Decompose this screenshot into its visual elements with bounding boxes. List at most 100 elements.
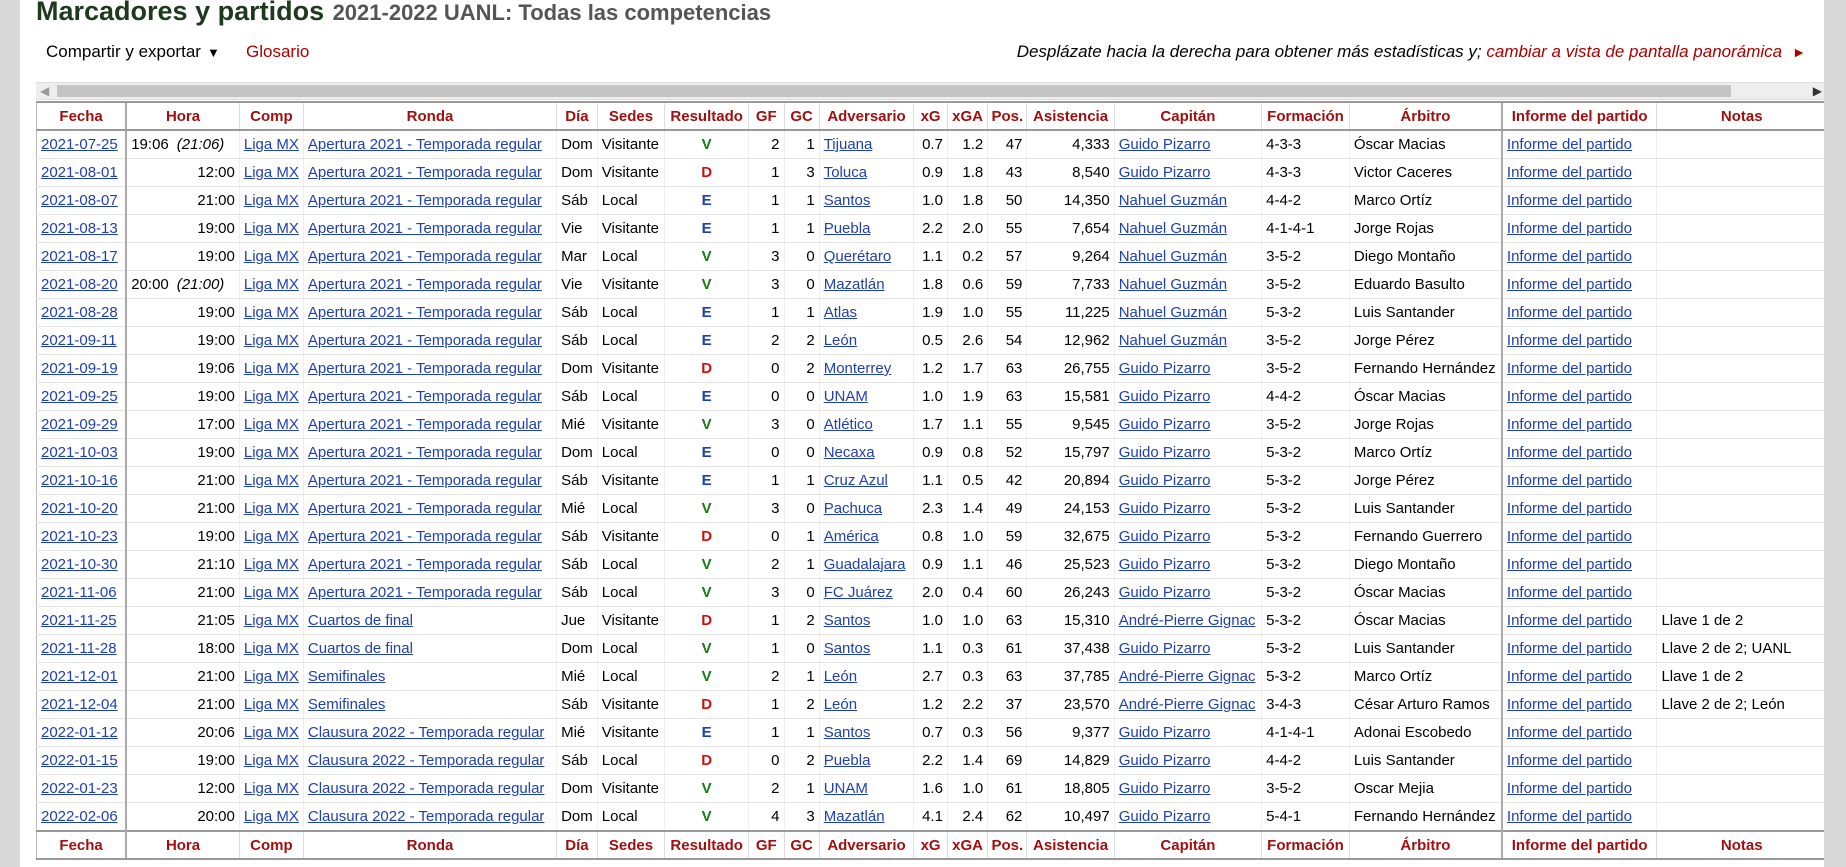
cell-comp[interactable]: Liga MX — [238, 214, 304, 243]
cap-link[interactable]: Guido Pizarro — [1118, 360, 1211, 377]
inf-link[interactable]: Informe del partido — [1506, 640, 1632, 657]
cell-cap[interactable]: Guido Pizarro — [1113, 382, 1262, 411]
cell-cap[interactable]: Guido Pizarro — [1113, 522, 1262, 551]
cell-inf[interactable]: Informe del partido — [1500, 270, 1657, 299]
column-header-fecha[interactable]: Fecha — [36, 101, 127, 131]
cell-ronda[interactable]: Apertura 2021 - Temporada regular — [302, 214, 557, 243]
cell-inf[interactable]: Informe del partido — [1500, 746, 1657, 775]
adv-link[interactable]: León — [823, 332, 858, 349]
cap-link[interactable]: Nahuel Guzmán — [1118, 304, 1228, 321]
cell-fecha[interactable]: 2021-08-07 — [36, 186, 127, 215]
comp-link[interactable]: Liga MX — [243, 164, 299, 181]
ronda-link[interactable]: Clausura 2022 - Temporada regular — [307, 752, 545, 769]
cell-comp[interactable]: Liga MX — [238, 774, 304, 803]
cap-link[interactable]: André-Pierre Gignac — [1118, 696, 1256, 713]
adv-link[interactable]: Tijuana — [823, 136, 873, 153]
cell-ronda[interactable]: Apertura 2021 - Temporada regular — [302, 494, 557, 523]
column-header-xga[interactable]: xGA — [946, 101, 988, 131]
cell-fecha[interactable]: 2022-01-12 — [36, 718, 127, 747]
ronda-link[interactable]: Clausura 2022 - Temporada regular — [307, 808, 545, 825]
cell-inf[interactable]: Informe del partido — [1500, 130, 1657, 159]
cell-adv[interactable]: Mazatlán — [818, 802, 914, 832]
ronda-link[interactable]: Apertura 2021 - Temporada regular — [307, 360, 542, 377]
footer-column-header-comp[interactable]: Comp — [238, 830, 304, 860]
share-export-menu[interactable]: Compartir y exportar ▼ — [46, 42, 220, 62]
footer-column-header-notas[interactable]: Notas — [1656, 830, 1824, 860]
footer-column-header-pos[interactable]: Pos. — [987, 830, 1027, 860]
cell-ronda[interactable]: Clausura 2022 - Temporada regular — [302, 774, 557, 803]
cell-comp[interactable]: Liga MX — [238, 522, 304, 551]
cap-link[interactable]: Guido Pizarro — [1118, 164, 1211, 181]
comp-link[interactable]: Liga MX — [243, 500, 299, 517]
fecha-link[interactable]: 2021-09-11 — [41, 332, 117, 349]
cell-inf[interactable]: Informe del partido — [1500, 186, 1657, 215]
cell-fecha[interactable]: 2021-10-23 — [36, 522, 127, 551]
ronda-link[interactable]: Apertura 2021 - Temporada regular — [307, 500, 542, 517]
cap-link[interactable]: Guido Pizarro — [1118, 808, 1211, 825]
ronda-link[interactable]: Apertura 2021 - Temporada regular — [307, 220, 542, 237]
cell-ronda[interactable]: Clausura 2022 - Temporada regular — [302, 746, 557, 775]
cap-link[interactable]: Guido Pizarro — [1118, 528, 1211, 545]
cell-ronda[interactable]: Apertura 2021 - Temporada regular — [302, 158, 557, 187]
cell-cap[interactable]: Guido Pizarro — [1113, 802, 1262, 832]
cell-inf[interactable]: Informe del partido — [1500, 690, 1657, 719]
cell-adv[interactable]: Pachuca — [818, 494, 914, 523]
cell-ronda[interactable]: Apertura 2021 - Temporada regular — [302, 298, 557, 327]
comp-link[interactable]: Liga MX — [243, 136, 299, 153]
cell-adv[interactable]: Puebla — [818, 746, 914, 775]
cell-fecha[interactable]: 2021-10-16 — [36, 466, 127, 495]
cell-fecha[interactable]: 2021-09-19 — [36, 354, 127, 383]
adv-link[interactable]: Monterrey — [823, 360, 892, 377]
cell-comp[interactable]: Liga MX — [238, 718, 304, 747]
cell-ronda[interactable]: Cuartos de final — [302, 606, 557, 635]
footer-column-header-ronda[interactable]: Ronda — [302, 830, 557, 860]
inf-link[interactable]: Informe del partido — [1506, 248, 1632, 265]
cap-link[interactable]: André-Pierre Gignac — [1118, 612, 1256, 629]
adv-link[interactable]: Atlas — [823, 304, 858, 321]
cell-comp[interactable]: Liga MX — [238, 634, 304, 663]
scrollbar-thumb[interactable] — [57, 85, 1731, 97]
ronda-link[interactable]: Apertura 2021 - Temporada regular — [307, 388, 542, 405]
inf-link[interactable]: Informe del partido — [1506, 276, 1632, 293]
cell-comp[interactable]: Liga MX — [238, 802, 304, 832]
cell-comp[interactable]: Liga MX — [238, 158, 304, 187]
cell-inf[interactable]: Informe del partido — [1500, 242, 1657, 271]
fecha-link[interactable]: 2021-11-25 — [41, 612, 117, 629]
inf-link[interactable]: Informe del partido — [1506, 220, 1632, 237]
cell-inf[interactable]: Informe del partido — [1500, 494, 1657, 523]
cell-fecha[interactable]: 2021-07-25 — [36, 130, 127, 159]
comp-link[interactable]: Liga MX — [243, 220, 299, 237]
cell-comp[interactable]: Liga MX — [238, 438, 304, 467]
fecha-link[interactable]: 2021-11-06 — [41, 584, 117, 601]
cell-fecha[interactable]: 2021-09-25 — [36, 382, 127, 411]
cell-comp[interactable]: Liga MX — [238, 690, 304, 719]
cap-link[interactable]: Guido Pizarro — [1118, 584, 1211, 601]
comp-link[interactable]: Liga MX — [243, 808, 299, 825]
cell-cap[interactable]: Guido Pizarro — [1113, 410, 1262, 439]
fecha-link[interactable]: 2022-02-06 — [41, 808, 118, 825]
cell-adv[interactable]: UNAM — [818, 774, 914, 803]
column-header-res[interactable]: Resultado — [664, 101, 749, 131]
adv-link[interactable]: Querétaro — [823, 248, 892, 265]
cell-cap[interactable]: André-Pierre Gignac — [1113, 690, 1262, 719]
comp-link[interactable]: Liga MX — [243, 304, 299, 321]
ronda-link[interactable]: Cuartos de final — [307, 640, 413, 657]
fecha-link[interactable]: 2021-12-04 — [41, 696, 118, 713]
inf-link[interactable]: Informe del partido — [1506, 416, 1632, 433]
comp-link[interactable]: Liga MX — [243, 360, 299, 377]
cell-comp[interactable]: Liga MX — [238, 326, 304, 355]
cell-ronda[interactable]: Clausura 2022 - Temporada regular — [302, 718, 557, 747]
cell-comp[interactable]: Liga MX — [238, 130, 304, 159]
cell-cap[interactable]: Nahuel Guzmán — [1113, 298, 1262, 327]
cell-comp[interactable]: Liga MX — [238, 242, 304, 271]
cap-link[interactable]: Nahuel Guzmán — [1118, 276, 1228, 293]
inf-link[interactable]: Informe del partido — [1506, 780, 1632, 797]
comp-link[interactable]: Liga MX — [243, 416, 299, 433]
inf-link[interactable]: Informe del partido — [1506, 556, 1632, 573]
cell-inf[interactable]: Informe del partido — [1500, 774, 1657, 803]
ronda-link[interactable]: Apertura 2021 - Temporada regular — [307, 556, 542, 573]
ronda-link[interactable]: Apertura 2021 - Temporada regular — [307, 164, 542, 181]
cell-adv[interactable]: UNAM — [818, 382, 914, 411]
adv-link[interactable]: León — [823, 668, 858, 685]
cell-inf[interactable]: Informe del partido — [1500, 802, 1657, 832]
